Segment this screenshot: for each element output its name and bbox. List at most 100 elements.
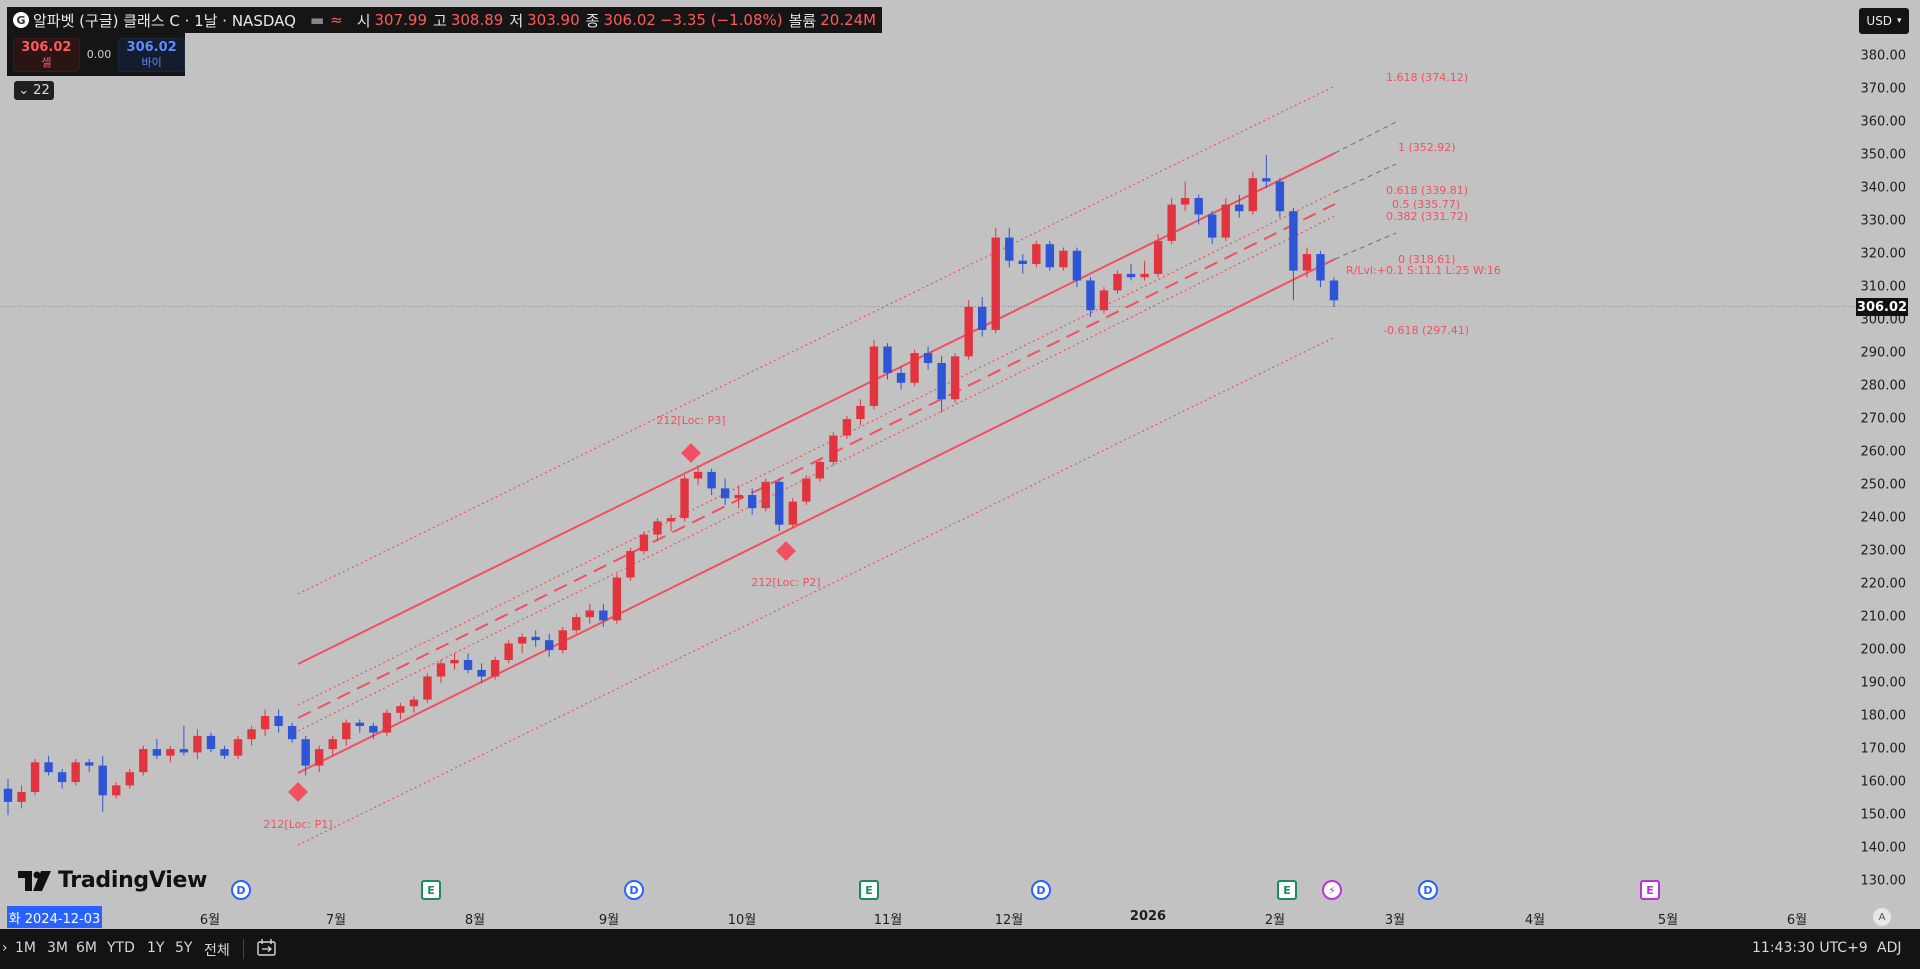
range-button-5y[interactable]: 5Y — [175, 940, 193, 956]
candle-body — [1099, 290, 1109, 311]
indicators-collapse-button[interactable]: ⌄ 22 — [14, 81, 54, 100]
symbol-title[interactable]: 알파벳 (구글) 클래스 C · 1날 · NASDAQ — [33, 11, 296, 30]
candle-body — [57, 772, 67, 783]
fib-level-label: 0 (318.61) — [1398, 253, 1456, 266]
range-button-all[interactable]: 전체 — [204, 943, 230, 959]
adj-button[interactable]: ADJ — [1877, 940, 1902, 956]
channel-anchor-point[interactable] — [288, 782, 308, 802]
price-tick-label: 330.00 — [1860, 213, 1907, 229]
time-tick-label: 2월 — [1264, 913, 1286, 928]
symbol-legend[interactable]: G 알파벳 (구글) 클래스 C · 1날 · NASDAQ ▬ ≈ 시 307.… — [7, 7, 883, 33]
dividend-event-marker[interactable]: D — [1031, 880, 1051, 900]
toolbar-divider — [243, 939, 244, 959]
approx-icon[interactable]: ≈ — [330, 11, 343, 29]
channel-line[interactable] — [297, 152, 1336, 665]
range-button-ytd[interactable]: YTD — [107, 940, 135, 956]
channel-line[interactable] — [297, 203, 1336, 719]
go-to-date-icon[interactable] — [256, 938, 278, 958]
price-tick-label: 140.00 — [1860, 840, 1907, 856]
clock-timezone[interactable]: 11:43:30 UTC+9 — [1752, 940, 1868, 956]
channel-line[interactable] — [297, 85, 1336, 595]
candle-body — [44, 762, 53, 773]
candle-body — [910, 353, 919, 383]
candle-body — [599, 610, 608, 621]
candle-body — [355, 722, 364, 726]
fib-level-label: 0.382 (331.72) — [1386, 210, 1468, 223]
range-button-1m[interactable]: 1M — [15, 940, 36, 956]
candle-body — [883, 346, 892, 373]
buy-label: 바이 — [141, 55, 162, 69]
low-label: 저 — [509, 11, 524, 30]
candle-body — [612, 577, 622, 621]
dividend-event-marker[interactable]: D — [624, 880, 644, 900]
channel-extension-line — [1334, 232, 1397, 260]
range-button-1y[interactable]: 1Y — [147, 940, 165, 956]
fib-level-label: 0.5 (335.77) — [1392, 198, 1460, 211]
candle-body — [693, 471, 703, 479]
channel-labels: 212[Loc: P1] 212[Loc: P2] 212[Loc: P3] 1.61… — [263, 71, 1500, 831]
minus-icon[interactable]: ▬ — [309, 11, 325, 29]
candle-body — [152, 749, 162, 756]
channel-line[interactable] — [297, 336, 1336, 846]
regression-channel[interactable] — [288, 85, 1397, 846]
candle-body — [287, 725, 297, 740]
dividend-event-marker[interactable]: D — [1418, 880, 1438, 900]
earnings-event-marker[interactable]: E — [1640, 880, 1660, 900]
earnings-event-marker[interactable]: E — [859, 880, 879, 900]
range-button-6m[interactable]: 6M — [76, 940, 97, 956]
time-tick-label: 6월 — [199, 913, 221, 928]
earnings-event-marker[interactable]: E — [1277, 880, 1297, 900]
channel-line[interactable] — [297, 191, 1336, 706]
candle-body — [1221, 204, 1230, 238]
price-chart[interactable]: 212[Loc: P1] 212[Loc: P2] 212[Loc: P3] 1.61… — [0, 0, 1855, 929]
candle-body — [842, 419, 852, 436]
candle-body — [666, 518, 676, 522]
candle-body — [1316, 254, 1325, 281]
chevron-down-icon: ⌄ — [18, 83, 30, 98]
channel-anchor-point[interactable] — [776, 541, 796, 561]
buy-button[interactable]: 306.02 바이 — [118, 37, 185, 72]
candle-body — [978, 306, 987, 330]
time-tick-label: 7월 — [325, 913, 347, 928]
price-tick-label: 290.00 — [1860, 345, 1907, 361]
price-tick-label: 240.00 — [1860, 510, 1907, 526]
price-axis[interactable]: 130.00 140.00 150.00 160.00 170.00 180.00 190.… — [1855, 0, 1920, 929]
candle-body — [1235, 204, 1244, 212]
chart-area[interactable]: 212[Loc: P1] 212[Loc: P2] 212[Loc: P3] 1.61… — [0, 0, 1855, 929]
fib-level-label: -0.618 (297.41) — [1383, 324, 1469, 337]
price-tick-label: 220.00 — [1860, 576, 1907, 592]
candle-body — [1032, 244, 1041, 264]
candle-body — [396, 706, 405, 713]
auto-scale-button[interactable]: A — [1873, 908, 1891, 926]
candle-body — [1018, 260, 1027, 264]
candle-body — [1248, 178, 1258, 212]
earnings-event-marker[interactable]: E — [421, 880, 441, 900]
open-value: 307.99 — [374, 11, 428, 29]
range-button-3m[interactable]: 3M — [47, 940, 68, 956]
candle-body — [409, 699, 419, 707]
channel-line[interactable] — [297, 258, 1336, 774]
sell-button[interactable]: 306.02 셀 — [13, 37, 80, 72]
channel-extension-line — [1334, 121, 1397, 154]
candle-body — [639, 534, 649, 552]
candle-body — [1072, 250, 1082, 281]
price-tick-label: 130.00 — [1860, 873, 1907, 889]
split-event-marker[interactable]: ⚡ — [1322, 880, 1342, 900]
channel-anchor-point[interactable] — [681, 443, 701, 463]
high-value: 308.89 — [450, 11, 504, 29]
candle-body — [477, 669, 486, 677]
price-tick-label: 280.00 — [1860, 378, 1907, 394]
candle-body — [775, 481, 784, 525]
price-tick-label: 320.00 — [1860, 246, 1907, 262]
candle-body — [139, 749, 148, 773]
dividend-event-marker[interactable]: D — [231, 880, 251, 900]
sell-price: 306.02 — [21, 39, 72, 55]
candle-body — [1275, 181, 1285, 212]
currency-button[interactable]: USD ▾ — [1859, 8, 1909, 34]
candle-body — [626, 551, 635, 578]
candle-body — [436, 663, 446, 677]
candle-body — [869, 346, 879, 406]
range-button-partial[interactable]: › — [2, 940, 8, 956]
candle-body — [1045, 244, 1055, 268]
